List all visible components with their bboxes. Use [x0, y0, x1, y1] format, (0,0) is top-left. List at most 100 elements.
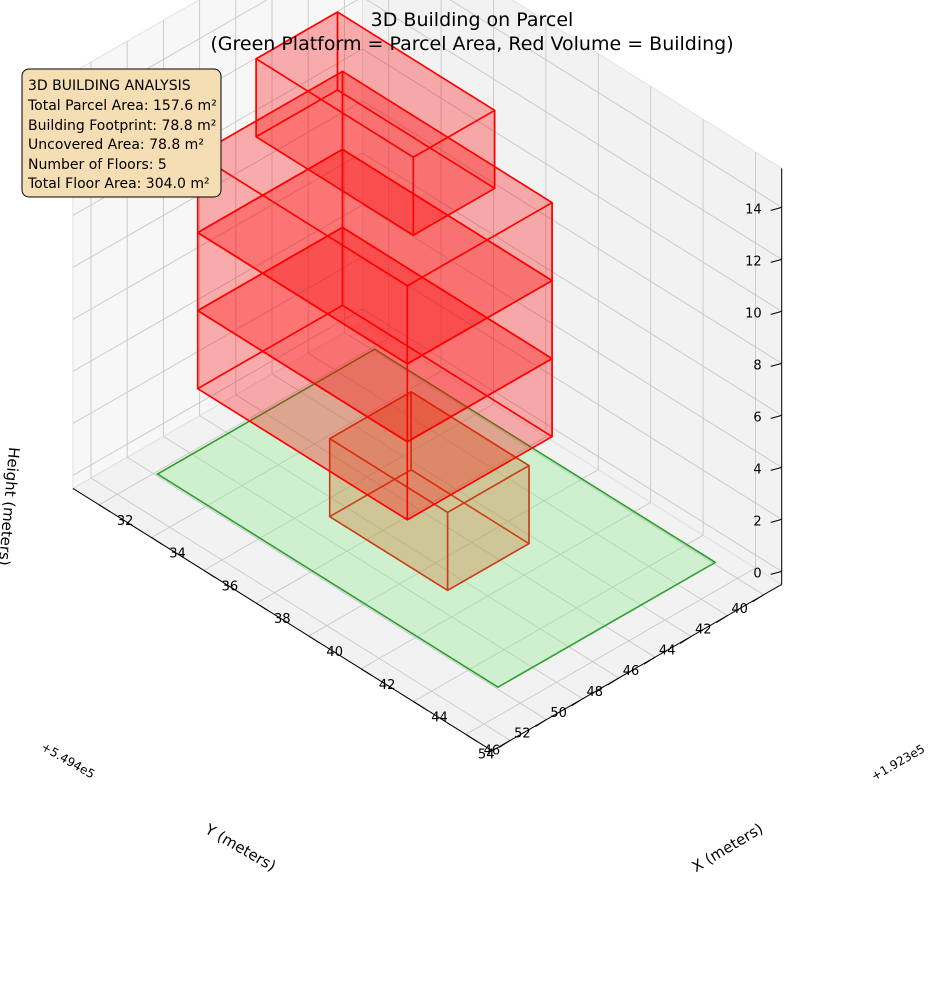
tick-labels: 3234363840424446404244464850525402468101… [98, 202, 782, 762]
grid-line-y-floor [235, 394, 656, 658]
x-tick-mark [360, 668, 373, 677]
info-line-floors: Number of Floors: 5 [28, 157, 167, 173]
info-line-heading: 3D BUILDING ANALYSIS [28, 78, 191, 94]
z-tick-mark [770, 310, 782, 315]
grid-line-z-right [72, 152, 363, 320]
y-axis-label: Y (meters) [201, 820, 279, 875]
grid-line-x-floor [203, 403, 494, 571]
y-tick-label: 46 [623, 664, 640, 679]
floor-1-face [328, 391, 530, 514]
grid-line-z-left [362, 256, 782, 520]
y-tick-mark [498, 739, 511, 748]
x-tick-label: 40 [326, 645, 343, 660]
y-tick-label: 42 [695, 623, 712, 638]
floor-4-box [196, 70, 553, 365]
info-line-parcel-area: Total Parcel Area: 157.6 m² [27, 98, 217, 114]
grid-line-x-floor [151, 370, 442, 538]
info-box-background [21, 68, 222, 198]
x-tick-label: 36 [222, 579, 239, 594]
z-tick-label: 4 [753, 462, 761, 477]
parcel-platform [155, 348, 717, 689]
z-axis-label: Height (meters) [0, 446, 23, 566]
z-tick-label: 6 [753, 410, 761, 425]
grid-line-y-floor [199, 415, 620, 679]
x-tick-label: 42 [379, 678, 396, 693]
z-tick-label: 0 [753, 566, 761, 581]
floor-5-box [255, 11, 496, 236]
building-layer [196, 11, 553, 592]
x-tick-mark [465, 733, 478, 742]
x-tick-label: 38 [274, 612, 291, 627]
z-tick-mark [770, 414, 782, 419]
x-tick-label: 32 [117, 514, 134, 529]
grid-line-z-left [366, 0, 782, 260]
grid-line-x-floor [465, 567, 756, 735]
grid-line-z-right [72, 204, 363, 372]
z-tick-mark [770, 362, 782, 367]
z-tick-label: 10 [745, 306, 762, 321]
info-line-floor-area: Total Floor Area: 304.0 m² [27, 176, 210, 192]
grid-line-y-floor [163, 436, 583, 700]
chart-subtitle: (Green Platform = Parcel Area, Red Volum… [210, 33, 733, 55]
y-offset-label: +5.494e5 [39, 740, 97, 782]
floor-2-box [196, 226, 553, 521]
info-line-uncovered: Uncovered Area: 78.8 m² [28, 137, 204, 153]
y-tick-mark [535, 719, 547, 728]
x-tick-mark [308, 635, 320, 644]
z-tick-mark [770, 570, 782, 575]
x-tick-label: 44 [431, 711, 448, 726]
grid-line-y-floor [344, 332, 764, 596]
y-tick-label: 52 [514, 727, 531, 742]
y-tick-label: 50 [550, 706, 567, 721]
x-tick-label: 34 [169, 547, 186, 562]
parcel-layer [155, 348, 717, 689]
grid-line-y-floor [126, 456, 547, 720]
grid-line-z-left [362, 100, 782, 364]
floor-1-box [328, 391, 530, 592]
y-tick-mark [679, 635, 692, 644]
floor-4-face [196, 70, 553, 287]
z-tick-mark [770, 206, 782, 211]
z-tick-label: 14 [745, 202, 762, 217]
info-box: 3D BUILDING ANALYSIS Total Parcel Area: … [21, 68, 222, 198]
grid-line-z-left [362, 308, 782, 572]
x-tick-mark [151, 537, 163, 546]
x-tick-mark [203, 569, 216, 578]
y-tick-label: 54 [478, 747, 495, 762]
y-tick-label: 44 [659, 643, 676, 658]
grid-line-z-right [72, 256, 363, 424]
grid-line-z-left [449, 0, 782, 208]
y-tick-label: 48 [587, 685, 604, 700]
y-tick-mark [716, 615, 728, 624]
z-tick-label: 12 [745, 254, 762, 269]
z-tick-mark [770, 518, 782, 523]
chart-title: 3D Building on Parcel [371, 9, 574, 31]
x-axis-label: X (meters) [689, 819, 767, 875]
y-tick-mark [643, 656, 656, 665]
floor-5-face [255, 11, 496, 158]
grid-line-x-floor [360, 502, 651, 670]
y-tick-mark [752, 594, 764, 603]
y-tick-label: 40 [731, 602, 748, 617]
x-tick-mark [413, 701, 425, 710]
axes-panes [72, 0, 783, 752]
grid-line-x-floor [413, 534, 704, 702]
grid-line-x-floor [256, 436, 547, 604]
grid-line-z-left [362, 48, 782, 312]
grid-line-x-floor [308, 469, 599, 637]
z-tick-mark [770, 466, 782, 471]
grid-line-y-floor [271, 373, 692, 637]
grid-line-x-floor [98, 338, 389, 506]
grid-line-z-right [72, 308, 363, 476]
x-tick-label: 46 [484, 743, 501, 758]
z-tick-mark [770, 258, 782, 263]
info-line-footprint: Building Footprint: 78.8 m² [28, 118, 216, 134]
y-tick-mark [607, 677, 620, 686]
y-tick-mark [571, 698, 583, 707]
x-tick-mark [98, 504, 111, 513]
grid-line-y-floor [90, 477, 511, 741]
x-offset-label: +1.923e5 [869, 742, 927, 784]
z-tick-label: 2 [753, 514, 761, 529]
x-tick-mark [256, 602, 268, 611]
